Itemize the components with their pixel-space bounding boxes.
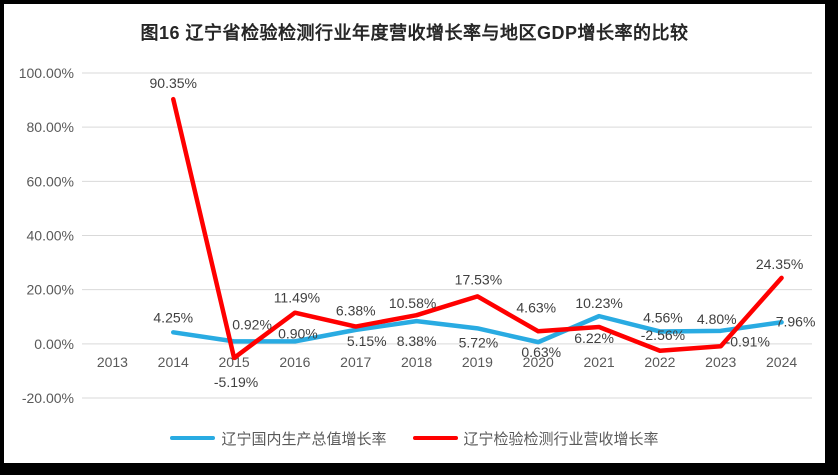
data-label-industry: -0.91% <box>726 333 770 349</box>
data-label-gdp: 7.96% <box>776 313 816 329</box>
data-label-industry: 4.63% <box>516 299 556 315</box>
x-axis-label: 2019 <box>462 354 493 370</box>
data-label-gdp: 0.63% <box>521 344 561 360</box>
data-label-industry: 24.35% <box>756 256 803 272</box>
x-axis-label: 2017 <box>340 354 371 370</box>
series-line-gdp <box>171 313 784 345</box>
x-axis-label: 2018 <box>401 354 432 370</box>
x-axis-label: 2022 <box>644 354 675 370</box>
x-axis-label: 2016 <box>279 354 310 370</box>
y-axis-tick-label: 100.00% <box>19 65 74 81</box>
y-axis-tick-label: 0.00% <box>34 336 74 352</box>
data-label-gdp: 8.38% <box>397 333 437 349</box>
legend-item-industry: 辽宁检验检测行业营收增长率 <box>412 428 659 449</box>
series-line-industry <box>171 96 784 361</box>
data-label-gdp: 10.23% <box>575 295 622 311</box>
data-label-industry: -5.19% <box>214 374 258 390</box>
data-label-industry: 11.49% <box>274 290 320 306</box>
x-axis-label: 2014 <box>158 354 189 370</box>
x-axis-label: 2023 <box>705 354 736 370</box>
data-label-industry: 17.53% <box>455 271 502 287</box>
data-label-industry: 6.38% <box>336 303 376 319</box>
x-axis-label: 2020 <box>523 354 554 370</box>
data-label-gdp: 4.56% <box>643 309 683 325</box>
legend-label-industry: 辽宁检验检测行业营收增长率 <box>463 430 659 448</box>
line-chart-plot-area: 100.00% 80.00% 60.00% 40.00% 20.00% 0.00% -20.… <box>19 65 816 406</box>
data-label-gdp: 0.92% <box>232 316 272 332</box>
data-label-industry: 90.35% <box>150 75 197 91</box>
x-axis-label: 2024 <box>766 354 797 370</box>
x-axis-label: 2013 <box>97 354 128 370</box>
x-axis-label: 2015 <box>219 354 250 370</box>
data-label-industry: 6.22% <box>574 330 614 346</box>
y-axis-tick-label: 60.00% <box>27 173 74 189</box>
y-axis-tick-label: -20.00% <box>22 390 74 406</box>
data-label-gdp: 0.90% <box>278 325 318 341</box>
data-label-industry: -2.56% <box>641 327 685 343</box>
data-label-gdp: 4.80% <box>697 311 737 327</box>
chart-legend: 辽宁国内生产总值增长率 辽宁检验检测行业营收增长率 <box>4 427 825 449</box>
data-label-industry: 10.58% <box>389 295 436 311</box>
x-axis-label: 2021 <box>584 354 615 370</box>
legend-item-gdp: 辽宁国内生产总值增长率 <box>170 428 387 449</box>
legend-label-gdp: 辽宁国内生产总值增长率 <box>221 430 387 448</box>
legend-line-marker-gdp <box>170 435 216 441</box>
data-label-gdp: 5.72% <box>459 334 499 350</box>
data-label-gdp: 4.25% <box>153 309 193 325</box>
legend-line-marker-industry <box>412 435 458 441</box>
y-axis-tick-label: 20.00% <box>27 282 74 298</box>
y-axis-tick-label: 80.00% <box>27 119 74 135</box>
y-axis-tick-label: 40.00% <box>27 228 74 244</box>
data-label-gdp: 5.15% <box>347 333 387 349</box>
chart-canvas: 图16 辽宁省检验检测行业年度营收增长率与地区GDP增长率的比较 100.00%… <box>4 4 825 463</box>
chart-title: 图16 辽宁省检验检测行业年度营收增长率与地区GDP增长率的比较 <box>140 23 689 43</box>
